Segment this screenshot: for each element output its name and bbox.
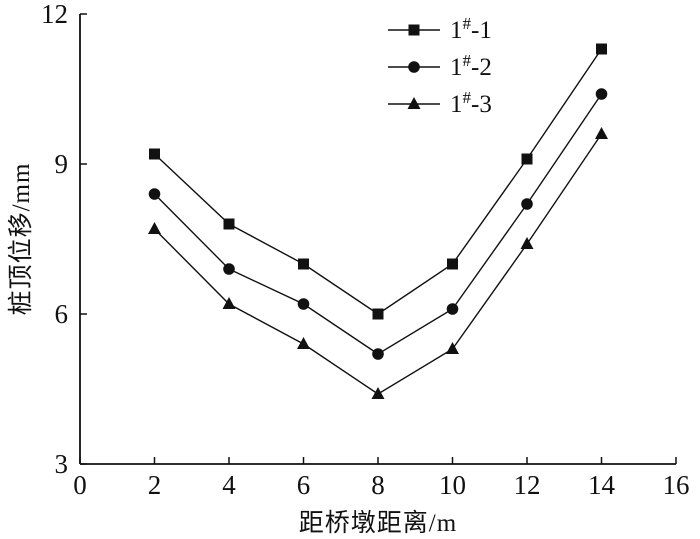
x-tick-label: 0 bbox=[73, 470, 87, 500]
data-point-marker bbox=[298, 258, 309, 270]
data-point-marker bbox=[222, 297, 236, 309]
data-point-marker bbox=[596, 43, 607, 55]
data-point-marker bbox=[407, 97, 421, 109]
data-point-marker bbox=[520, 237, 534, 249]
data-point-marker bbox=[447, 258, 458, 270]
x-tick-label: 12 bbox=[514, 470, 541, 500]
legend-label: 1#-1 bbox=[450, 14, 492, 44]
legend-label: 1#-2 bbox=[450, 51, 492, 81]
x-tick-label: 14 bbox=[588, 470, 616, 500]
y-tick-label: 6 bbox=[55, 299, 69, 329]
y-tick-label: 12 bbox=[41, 0, 68, 29]
data-point-marker bbox=[521, 198, 533, 210]
series-line bbox=[154, 48, 603, 315]
data-point-marker bbox=[297, 337, 310, 349]
data-point-marker bbox=[223, 263, 235, 275]
data-point-marker bbox=[372, 348, 384, 360]
data-point-marker bbox=[148, 222, 161, 234]
x-tick-label: 8 bbox=[371, 470, 385, 500]
data-point-marker bbox=[149, 148, 160, 160]
x-tick-label: 6 bbox=[297, 470, 311, 500]
x-axis-title: 距桥墩距离/m bbox=[298, 510, 458, 537]
x-tick-label: 4 bbox=[222, 470, 236, 500]
data-point-marker bbox=[223, 218, 235, 230]
x-tick-label: 10 bbox=[439, 470, 466, 500]
data-point-marker bbox=[595, 88, 608, 100]
y-tick-label: 3 bbox=[55, 449, 69, 479]
data-point-marker bbox=[595, 127, 608, 139]
legend-label: 1#-3 bbox=[450, 88, 492, 118]
data-point-marker bbox=[372, 308, 384, 320]
data-point-marker bbox=[521, 153, 533, 165]
data-point-marker bbox=[408, 61, 420, 73]
data-point-marker bbox=[408, 24, 420, 36]
data-point-marker bbox=[446, 303, 459, 315]
x-tick-label: 2 bbox=[148, 470, 162, 500]
x-tick-label: 16 bbox=[663, 470, 690, 500]
y-axis-title: 桩顶位移/mm bbox=[8, 162, 35, 316]
data-point-marker bbox=[297, 298, 310, 310]
data-point-marker bbox=[371, 387, 385, 399]
y-tick-label: 9 bbox=[55, 149, 69, 179]
data-point-marker bbox=[446, 342, 459, 354]
data-point-marker bbox=[148, 188, 161, 200]
